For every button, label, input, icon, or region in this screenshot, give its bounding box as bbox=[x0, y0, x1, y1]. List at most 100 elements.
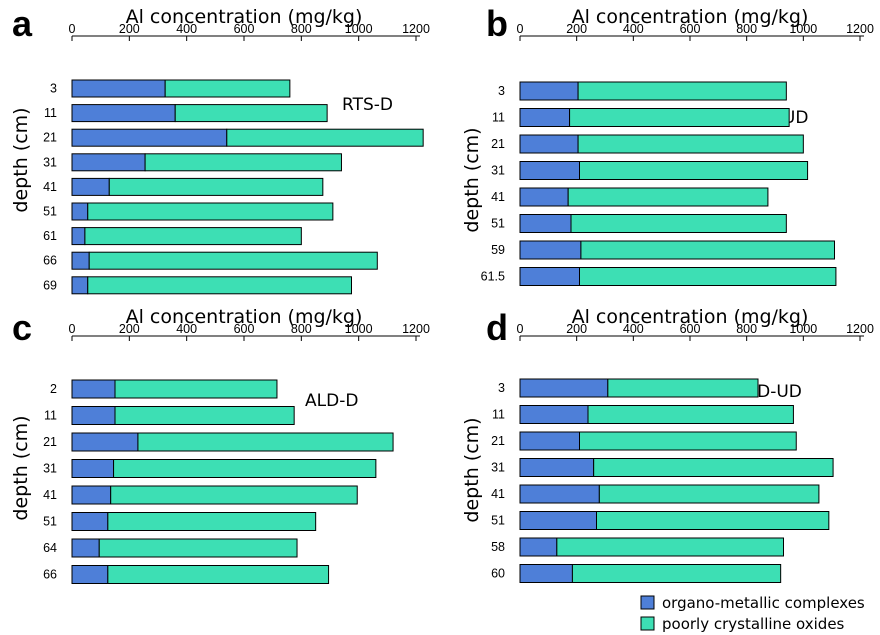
bar-oxides bbox=[174, 104, 328, 123]
x-tick-label: 1000 bbox=[789, 322, 817, 336]
y-category-label: 51 bbox=[43, 515, 57, 529]
y-category-label: 3 bbox=[498, 381, 505, 395]
bar-oxides bbox=[556, 537, 784, 557]
bar-organo bbox=[71, 153, 146, 172]
y-category-label: 69 bbox=[43, 278, 57, 292]
x-tick-label: 0 bbox=[517, 22, 524, 36]
y-category-label: 64 bbox=[43, 541, 57, 555]
bar-oxides bbox=[113, 459, 377, 478]
bar-oxides bbox=[607, 378, 759, 398]
y-category-label: 11 bbox=[44, 106, 57, 120]
x-axis-title: Al concentration (mg/kg) bbox=[126, 306, 363, 328]
y-axis-title: depth (cm) bbox=[461, 417, 483, 522]
bar-organo bbox=[71, 538, 100, 558]
bar-organo bbox=[71, 432, 139, 452]
bar-oxides bbox=[587, 405, 794, 424]
panel-letter: a bbox=[12, 3, 33, 44]
panel-letter: d bbox=[486, 307, 508, 348]
x-tick-label: 600 bbox=[680, 22, 701, 36]
bar-oxides bbox=[88, 251, 378, 270]
bar-organo bbox=[71, 565, 109, 584]
y-category-label: 21 bbox=[491, 137, 505, 151]
bar-organo bbox=[71, 459, 115, 478]
y-category-label: 51 bbox=[43, 205, 57, 219]
site-label: ALD-D bbox=[305, 391, 358, 411]
bar-oxides bbox=[579, 431, 797, 451]
y-category-label: 41 bbox=[43, 488, 57, 502]
x-tick-label: 800 bbox=[291, 22, 312, 36]
x-tick-label: 800 bbox=[291, 322, 312, 336]
y-axis-title: depth (cm) bbox=[10, 415, 32, 520]
bar-oxides bbox=[114, 379, 278, 399]
x-tick-label: 1000 bbox=[345, 322, 373, 336]
y-category-label: 59 bbox=[491, 243, 505, 257]
y-category-label: 11 bbox=[492, 408, 505, 422]
y-category-label: 41 bbox=[43, 180, 57, 194]
bar-oxides bbox=[110, 485, 358, 505]
x-tick-label: 1000 bbox=[789, 22, 817, 36]
x-tick-label: 1200 bbox=[846, 22, 874, 36]
x-axis-title: Al concentration (mg/kg) bbox=[126, 6, 363, 28]
y-category-label: 31 bbox=[43, 155, 57, 169]
bar-oxides bbox=[571, 564, 782, 583]
bar-organo bbox=[519, 431, 580, 451]
bar-organo bbox=[519, 240, 582, 260]
bar-organo bbox=[71, 512, 109, 531]
bar-organo bbox=[519, 134, 579, 154]
bar-organo bbox=[71, 79, 166, 98]
bar-organo bbox=[71, 227, 86, 246]
x-tick-label: 400 bbox=[176, 322, 197, 336]
panel-b: b Al concentration (mg/kg) 0 200 400 600 800 10… bbox=[461, 3, 874, 286]
bar-oxides bbox=[114, 406, 295, 425]
bar-oxides bbox=[98, 538, 298, 558]
y-category-label: 21 bbox=[43, 435, 57, 449]
panel-c: c Al concentration (mg/kg) 0 200 400 600 800 10… bbox=[10, 306, 430, 584]
bar-oxides bbox=[569, 108, 790, 127]
bar-organo bbox=[71, 128, 228, 147]
y-category-label: 3 bbox=[498, 84, 505, 98]
bar-oxides bbox=[164, 79, 291, 98]
bar-oxides bbox=[579, 161, 809, 180]
bar-organo bbox=[519, 458, 595, 477]
bar-oxides bbox=[84, 227, 302, 246]
bar-oxides bbox=[107, 565, 330, 584]
bar-organo bbox=[519, 484, 600, 504]
bar-oxides bbox=[598, 484, 820, 504]
bar-organo bbox=[519, 81, 579, 101]
bar-oxides bbox=[107, 512, 317, 531]
bar-organo bbox=[519, 405, 589, 424]
bar-oxides bbox=[577, 81, 787, 101]
x-tick-label: 1200 bbox=[846, 322, 874, 336]
legend-label-organo: organo-metallic complexes bbox=[662, 594, 865, 612]
panel-letter: c bbox=[12, 307, 32, 348]
bar-oxides bbox=[108, 177, 324, 196]
x-tick-label: 1000 bbox=[345, 22, 373, 36]
x-tick-label: 200 bbox=[566, 322, 587, 336]
x-tick-label: 0 bbox=[517, 322, 524, 336]
y-axis-title: depth (cm) bbox=[10, 107, 32, 212]
x-tick-label: 400 bbox=[176, 22, 197, 36]
bar-oxides bbox=[596, 511, 830, 530]
bar-oxides bbox=[570, 214, 787, 233]
bar-organo bbox=[71, 104, 176, 123]
y-category-label: 41 bbox=[491, 190, 505, 204]
legend-swatch-organo bbox=[640, 595, 655, 610]
y-category-label: 21 bbox=[43, 131, 57, 145]
y-category-label: 31 bbox=[491, 461, 505, 475]
bar-organo bbox=[71, 251, 90, 270]
legend-item-organo: organo-metallic complexes bbox=[640, 594, 865, 612]
legend-item-oxides: poorly crystalline oxides bbox=[640, 615, 845, 633]
y-category-label: 2 bbox=[50, 382, 57, 396]
bar-organo bbox=[71, 485, 112, 505]
panel-a: a Al concentration (mg/kg) 0 200 400 600 800 10… bbox=[10, 3, 430, 295]
bar-oxides bbox=[577, 134, 804, 154]
x-tick-label: 600 bbox=[234, 22, 255, 36]
legend-label-oxides: poorly crystalline oxides bbox=[662, 615, 845, 633]
panel-d: d Al concentration (mg/kg) 0 200 400 600 800 10… bbox=[461, 306, 874, 583]
bar-oxides bbox=[87, 202, 334, 221]
legend-swatch-oxides bbox=[640, 616, 655, 631]
bar-oxides bbox=[144, 153, 342, 172]
y-category-label: 66 bbox=[43, 254, 57, 268]
bar-organo bbox=[519, 108, 571, 127]
bar-organo bbox=[71, 177, 110, 196]
